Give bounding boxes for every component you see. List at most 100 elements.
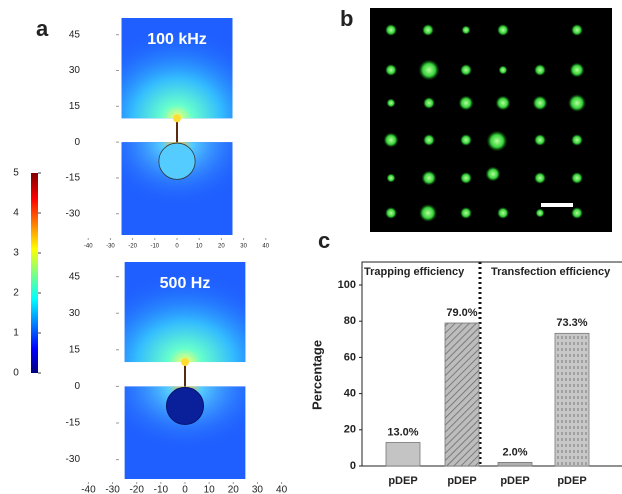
x-tick-label: -20	[129, 485, 144, 494]
cell-dot	[385, 207, 397, 219]
x-tick-label: -20	[128, 244, 137, 250]
colorbar-tick-label: 0	[13, 368, 19, 379]
y-tick-label: 0	[74, 381, 80, 392]
y-tick-label: 30	[69, 65, 81, 76]
y-tick-label: 0	[350, 460, 356, 472]
y-tick-label: 60	[344, 351, 356, 363]
cell-dot	[418, 59, 440, 81]
cell-dot	[569, 62, 585, 78]
y-tick-label: -15	[66, 418, 81, 429]
y-tick-label: -30	[66, 454, 81, 465]
cell-dot	[497, 24, 509, 36]
panel-label: c	[318, 228, 330, 253]
y-tick-label: 40	[344, 388, 356, 400]
scale-bar	[541, 203, 573, 207]
cell-dot	[571, 134, 583, 146]
x-tick-label: 40	[276, 485, 288, 494]
x-tick-label: pDEP	[500, 475, 529, 487]
x-tick-label: -10	[154, 485, 169, 494]
cell	[158, 142, 196, 180]
y-tick-label: 45	[69, 29, 81, 40]
colorbar-tick-label: 2	[13, 288, 19, 299]
cell-dot	[421, 170, 437, 186]
panel-label: b	[340, 6, 353, 31]
y-tick-label: 15	[69, 101, 81, 112]
bar-value-label: 2.0%	[502, 446, 527, 458]
cell-dot	[497, 207, 509, 219]
cell-dots	[383, 24, 586, 222]
cell-dot	[534, 64, 546, 76]
cell-dot	[568, 94, 586, 112]
cell-dot	[386, 173, 396, 183]
cell-dot	[571, 207, 583, 219]
bar-value-label: 79.0%	[446, 307, 477, 319]
bar	[554, 332, 590, 467]
x-tick-label: 10	[196, 244, 203, 250]
bar	[497, 461, 533, 467]
cell-dot	[385, 64, 397, 76]
cell-dot	[460, 207, 472, 219]
y-tick-label: 0	[74, 137, 80, 148]
x-tick-label: -10	[150, 244, 159, 250]
y-tick-label: 30	[69, 308, 81, 319]
cell-dot	[460, 64, 472, 76]
y-tick-label: 100	[338, 279, 356, 291]
cell-dot	[532, 95, 548, 111]
x-tick-label: pDEP	[557, 475, 586, 487]
cell-dot	[423, 134, 435, 146]
tip-glow	[181, 358, 189, 367]
x-tick-label: -40	[81, 485, 96, 494]
cell-dot	[498, 65, 508, 75]
cell	[165, 386, 205, 425]
panel-label: a	[36, 16, 49, 41]
bar	[444, 322, 480, 467]
bar-value-label: 73.3%	[556, 317, 587, 329]
x-tick-label: -30	[106, 244, 115, 250]
cell-dot	[534, 134, 546, 146]
cell-dot	[422, 24, 434, 36]
x-tick-label: -40	[84, 244, 93, 250]
x-tick-label: 40	[262, 244, 269, 250]
cell-dot	[386, 98, 396, 108]
cell-dot	[495, 95, 511, 111]
field-label: 100 kHz	[147, 31, 207, 48]
y-tick-label: 45	[69, 271, 81, 282]
colorbar-tick-label: 5	[13, 168, 19, 179]
colorbar-tick-label: 4	[13, 208, 19, 219]
cell-dot	[458, 95, 474, 111]
x-tick-label: -30	[105, 485, 120, 494]
colorbar-tick-label: 3	[13, 248, 19, 259]
y-tick-label: 80	[344, 315, 356, 327]
cell-dot	[460, 172, 472, 184]
cell-dot	[486, 130, 508, 152]
x-tick-label: 20	[218, 244, 225, 250]
y-tick-label: 15	[69, 344, 81, 355]
y-axis-label: Percentage	[309, 340, 324, 410]
bar-value-label: 13.0%	[387, 426, 418, 438]
y-tick-label: 20	[344, 424, 356, 436]
field-label: 500 Hz	[160, 275, 211, 292]
cell-dot	[461, 25, 471, 35]
x-tick-label: 10	[204, 485, 216, 494]
x-tick-label: 20	[228, 485, 240, 494]
group-label: Transfection efficiency	[491, 266, 611, 278]
y-tick-label: -30	[66, 208, 81, 219]
fluorescence-image	[370, 8, 612, 232]
cell-dot	[485, 166, 501, 182]
field-glow	[124, 262, 246, 363]
tip-glow	[173, 114, 181, 123]
x-tick-label: 30	[252, 485, 264, 494]
plot-frame	[361, 261, 622, 467]
x-tick-label: pDEP	[388, 475, 417, 487]
cell-dot	[385, 24, 397, 36]
bar	[385, 442, 421, 467]
x-tick-label: 0	[182, 485, 188, 494]
colorbar	[31, 173, 38, 373]
colorbar-tick-label: 1	[13, 328, 19, 339]
cell-dot	[383, 132, 399, 148]
cell-dot	[571, 24, 583, 36]
x-tick-label: 0	[175, 244, 179, 250]
x-tick-label: pDEP	[447, 475, 476, 487]
cell-dot	[460, 134, 472, 146]
